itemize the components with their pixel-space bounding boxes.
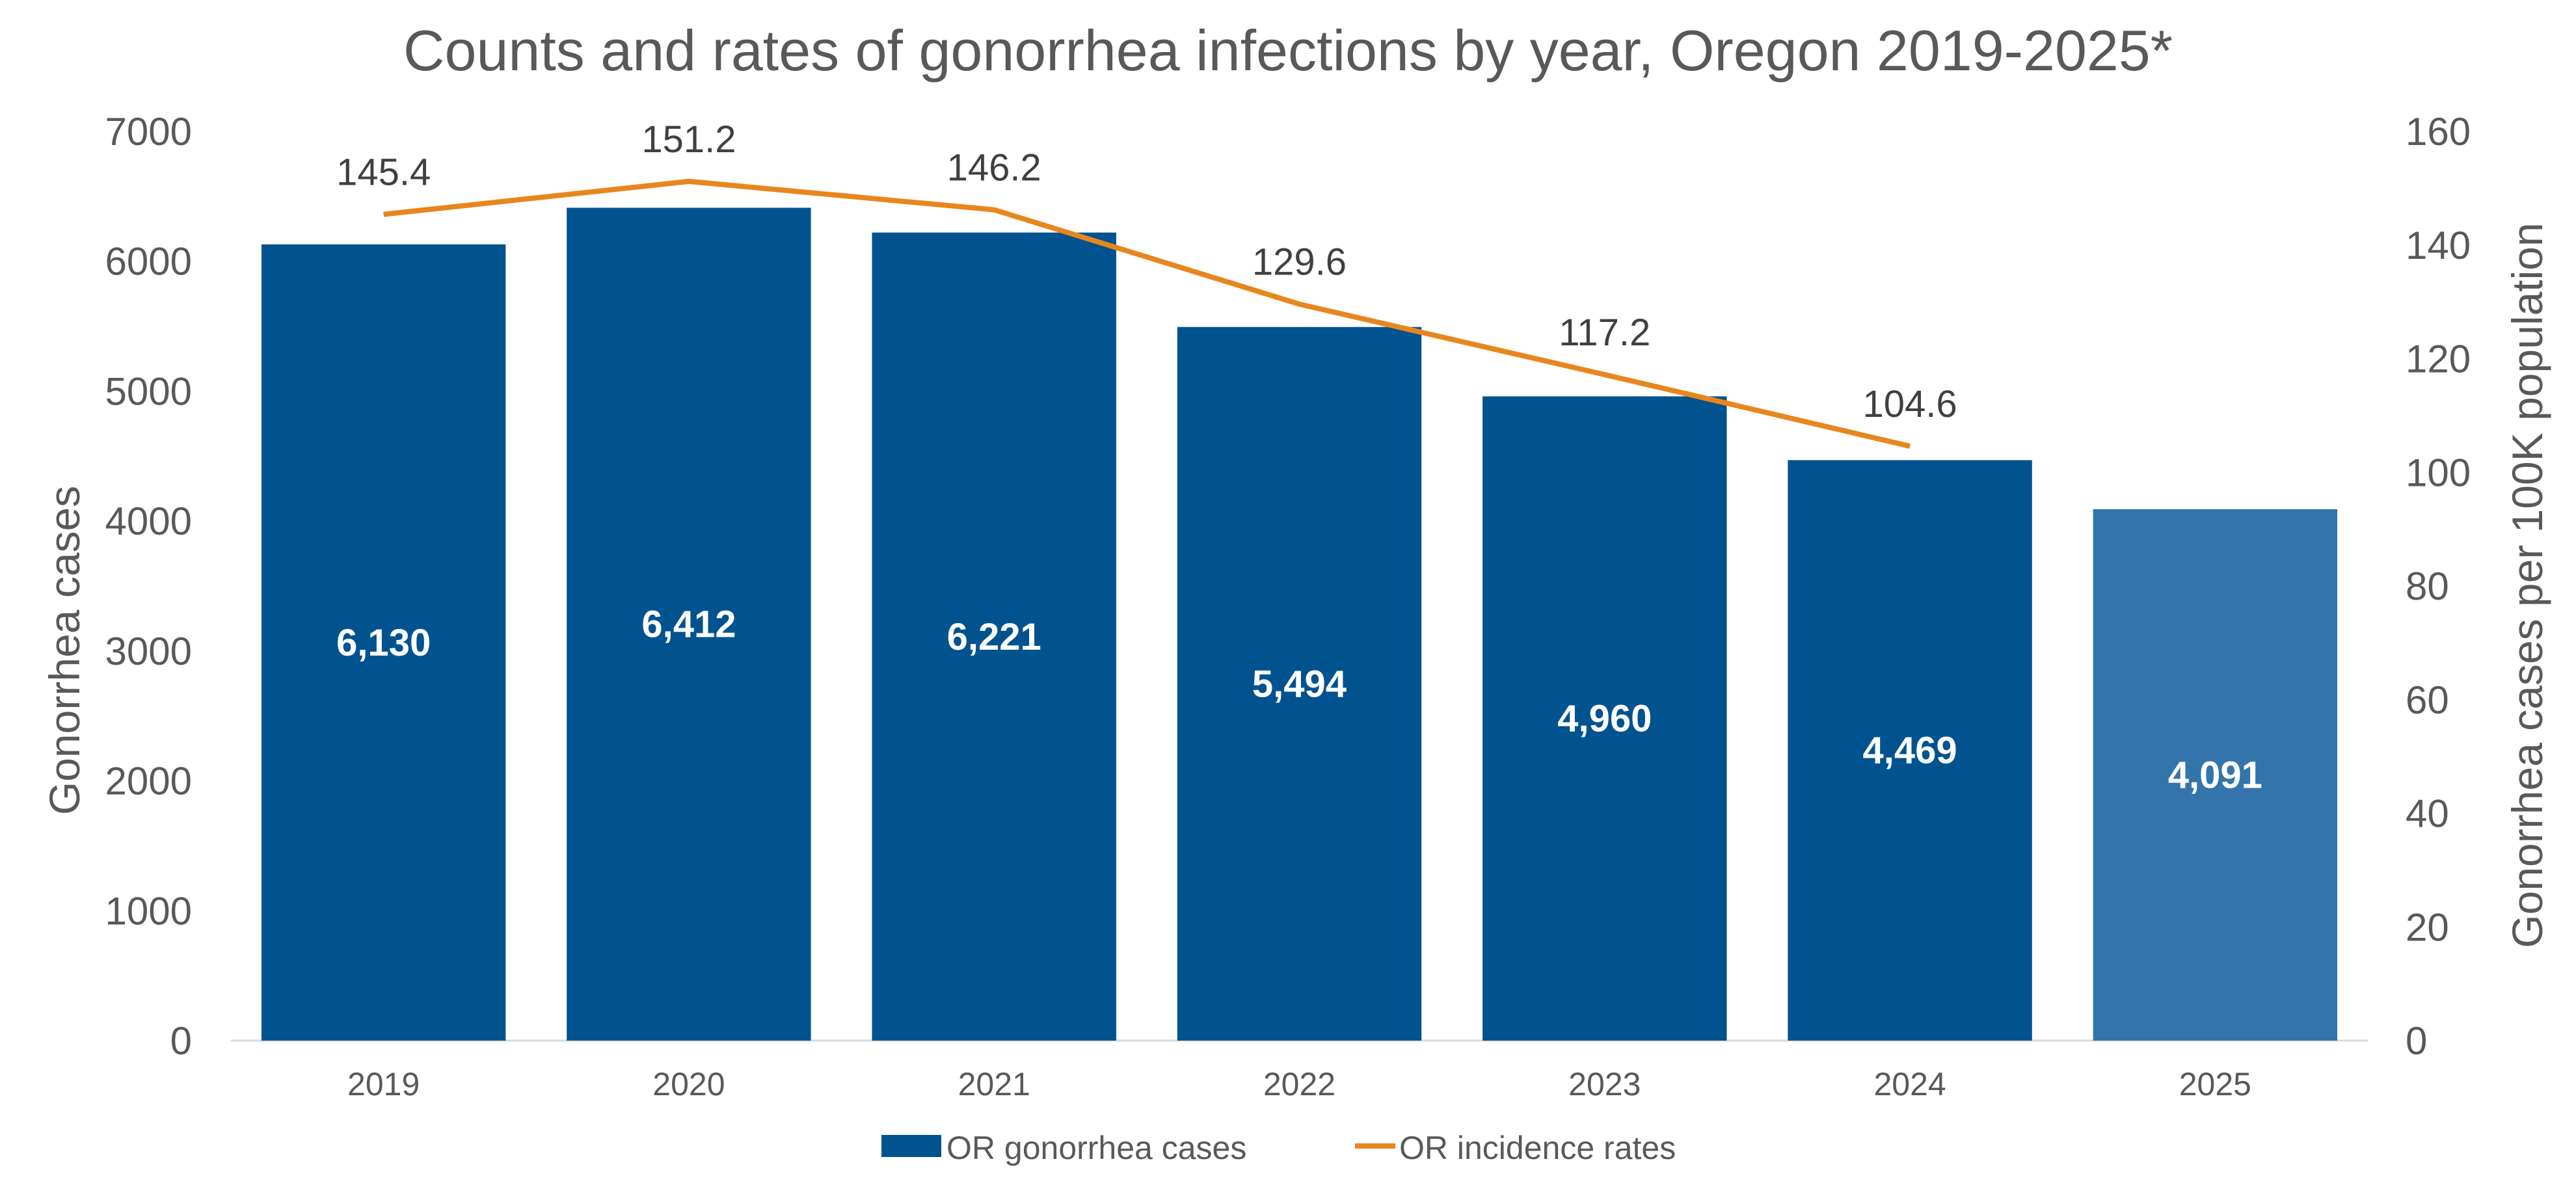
y-tick-label: 0 <box>170 1019 192 1063</box>
y-tick-label: 6000 <box>105 240 192 284</box>
y2-tick-label: 120 <box>2406 338 2471 381</box>
x-tick-label: 2020 <box>652 1066 725 1102</box>
y2-axis-ticks: 0 20 40 60 80 100 120 140 160 <box>2406 110 2471 1063</box>
y-tick-label: 7000 <box>105 110 192 153</box>
y2-tick-label: 40 <box>2406 792 2449 836</box>
x-tick-label: 2022 <box>1263 1066 1335 1102</box>
y2-tick-label: 20 <box>2406 905 2449 949</box>
bar <box>261 244 506 1041</box>
y-tick-label: 5000 <box>105 369 192 413</box>
bar-data-label: 5,494 <box>1252 663 1347 705</box>
x-tick-label: 2025 <box>2179 1066 2251 1102</box>
chart-title: Counts and rates of gonorrhea infections… <box>403 18 2173 83</box>
x-tick-label: 2021 <box>958 1066 1030 1102</box>
bar <box>2093 509 2338 1041</box>
y-tick-label: 4000 <box>105 499 192 543</box>
bar <box>872 232 1116 1041</box>
bar <box>1177 326 1422 1041</box>
bar-data-labels: 6,130 6,412 6,221 5,494 4,960 4,469 4,091 <box>336 604 2262 797</box>
x-tick-label: 2024 <box>1873 1066 1946 1102</box>
y2-tick-label: 140 <box>2406 224 2471 267</box>
rate-data-label: 146.2 <box>947 147 1041 189</box>
y2-tick-label: 160 <box>2406 110 2471 153</box>
y-axis-ticks: 0 1000 2000 3000 4000 5000 6000 7000 <box>105 110 192 1063</box>
rate-data-label: 104.6 <box>1862 383 1957 425</box>
rate-data-label: 117.2 <box>1559 312 1650 354</box>
y-tick-label: 1000 <box>105 889 192 933</box>
legend: OR gonorrhea cases OR incidence rates <box>881 1130 1676 1166</box>
y-axis-title: Gonorrhea cases <box>40 486 88 815</box>
rate-data-label: 151.2 <box>641 118 736 161</box>
y-tick-label: 3000 <box>105 630 192 673</box>
bar-series <box>261 207 2338 1041</box>
y2-tick-label: 60 <box>2406 678 2449 722</box>
legend-label-cases: OR gonorrhea cases <box>946 1130 1246 1166</box>
bar <box>1483 396 1727 1041</box>
bar-data-label: 4,469 <box>1862 730 1957 772</box>
y2-tick-label: 80 <box>2406 565 2449 608</box>
rate-line <box>383 178 1911 449</box>
bar-data-label: 4,091 <box>2168 754 2262 796</box>
y2-axis-title: Gonorrhea cases per 100K population <box>2503 222 2551 948</box>
legend-label-rates: OR incidence rates <box>1399 1130 1676 1166</box>
rate-data-labels: 145.4 151.2 146.2 129.6 117.2 104.6 <box>336 118 1957 425</box>
y2-tick-label: 0 <box>2406 1019 2427 1063</box>
x-tick-label: 2023 <box>1568 1066 1641 1102</box>
bar <box>1788 460 2032 1041</box>
y-tick-label: 2000 <box>105 760 192 803</box>
rate-data-label: 129.6 <box>1252 241 1347 284</box>
x-axis-ticks: 2019 2020 2021 2022 2023 2024 2025 <box>347 1066 2251 1102</box>
x-tick-label: 2019 <box>347 1066 420 1102</box>
bar <box>567 207 811 1041</box>
rate-line-series <box>383 178 1911 449</box>
legend-swatch-cases <box>881 1135 941 1157</box>
rate-data-label: 145.4 <box>336 152 431 194</box>
bar-data-label: 6,221 <box>947 616 1041 658</box>
y2-tick-label: 100 <box>2406 451 2471 494</box>
bar-data-label: 6,412 <box>641 604 736 646</box>
bar-data-label: 4,960 <box>1557 698 1652 740</box>
bar-data-label: 6,130 <box>336 622 431 664</box>
